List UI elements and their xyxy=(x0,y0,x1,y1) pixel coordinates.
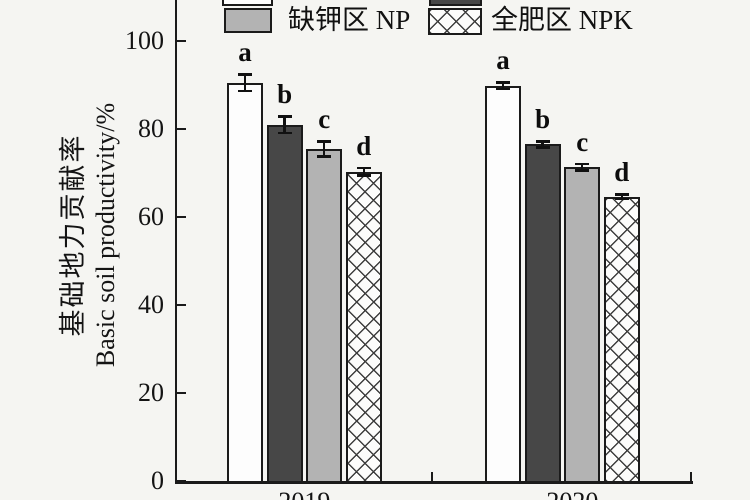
sig-letter-2020-light-gray: c xyxy=(576,126,589,157)
x-axis-line xyxy=(175,481,693,484)
y-tick-60 xyxy=(177,216,186,219)
error-bar-2019-dark-gray xyxy=(277,114,293,135)
bar-2020-dark-gray xyxy=(524,144,561,483)
y-axis-spine xyxy=(175,0,178,483)
bar-2020-light-gray xyxy=(564,167,601,483)
y-tick-label-100: 100 xyxy=(125,26,164,55)
y-tick-label-20: 20 xyxy=(138,378,164,407)
bar-2019-crosshatch xyxy=(345,171,382,483)
sig-letter-2020-white: a xyxy=(496,45,510,76)
bar-2020-white xyxy=(485,85,521,483)
y-tick-label-40: 40 xyxy=(138,290,164,319)
sig-letter-2019-white: a xyxy=(238,37,252,68)
sig-letter-2019-dark-gray: b xyxy=(277,78,293,109)
y-tick-80 xyxy=(177,128,186,131)
error-bar-2020-light-gray xyxy=(574,162,590,172)
y-tick-label-0: 0 xyxy=(151,466,164,495)
x-axis-group-tick xyxy=(431,472,434,481)
error-bar-2019-crosshatch xyxy=(356,166,372,177)
error-bar-2020-crosshatch xyxy=(614,193,630,201)
legend-label-np: 缺钾区 NP xyxy=(288,5,411,35)
error-bar-2019-light-gray xyxy=(316,140,332,158)
y-tick-20 xyxy=(177,392,186,395)
bar-2019-white xyxy=(227,82,263,483)
error-bar-2020-dark-gray xyxy=(535,140,551,149)
sig-letter-2019-light-gray: c xyxy=(318,104,331,134)
y-tick-label-80: 80 xyxy=(138,114,164,143)
bar-2020-crosshatch xyxy=(603,196,640,483)
legend-swatch-crosshatch xyxy=(428,8,482,35)
sig-letter-2020-crosshatch: d xyxy=(614,157,630,188)
error-bar-2020-white xyxy=(495,81,511,91)
x-tick-label-2019: 2019 xyxy=(244,487,364,500)
legend-swatch-gray xyxy=(224,8,272,33)
legend-label-npk: 全肥区 NPK xyxy=(491,5,633,35)
error-bar-2019-white xyxy=(237,73,253,93)
x-tick-label-2020: 2020 xyxy=(512,487,632,500)
y-tick-100 xyxy=(177,40,186,43)
y-tick-label-60: 60 xyxy=(138,202,164,231)
sig-letter-2020-dark-gray: b xyxy=(535,104,551,134)
legend-swatch-dark-cropped xyxy=(429,0,482,6)
x-axis-end-tick xyxy=(690,472,693,481)
y-tick-40 xyxy=(177,304,186,307)
y-axis-title-zh: 基础地力贡献率 xyxy=(58,133,88,337)
legend-swatch-white-cropped xyxy=(222,0,273,6)
bar-2019-dark-gray xyxy=(266,124,303,483)
bar-2019-light-gray xyxy=(306,148,343,483)
sig-letter-2019-crosshatch: d xyxy=(356,130,372,161)
y-tick-0 xyxy=(177,480,186,483)
